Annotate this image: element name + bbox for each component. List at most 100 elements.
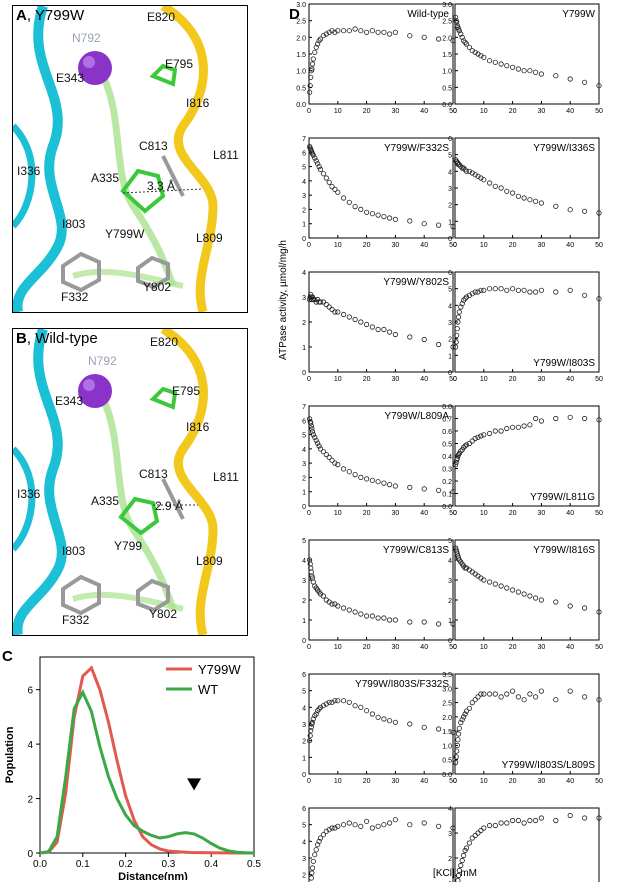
b-label-e820: E820: [150, 335, 179, 349]
d-y-tick-label: 3: [302, 722, 306, 729]
d-y-tick-label: 1.0: [442, 69, 452, 76]
d-data-point: [392, 817, 399, 823]
d-y-tick-label: 2.0: [442, 35, 452, 42]
d-data-point: [596, 417, 602, 423]
d-x-tick-label: 20: [509, 108, 517, 115]
d-x-tick-label: 0: [453, 108, 457, 115]
d-x-tick-label: 40: [420, 644, 428, 651]
d-data-point: [407, 218, 413, 224]
d-data-point: [317, 36, 324, 42]
d-y-tick-label: 1.0: [442, 743, 452, 750]
d-data-point: [504, 585, 510, 591]
d-y-tick-label: 3: [448, 831, 452, 838]
d-data-point: [369, 211, 376, 217]
d-data-point: [313, 158, 319, 164]
d-x-tick-label: 50: [595, 510, 603, 517]
panel-a-structure: [12, 5, 248, 313]
d-data-point: [316, 838, 322, 844]
d-data-point: [475, 173, 481, 179]
d-data-point: [515, 694, 521, 700]
c-x-tick-label: 0.1: [76, 859, 90, 870]
d-plot-frame: [454, 271, 600, 373]
d-x-tick-label: 10: [480, 242, 488, 249]
d-y-tick-label: 0.8: [442, 404, 452, 411]
d-data-point: [498, 820, 504, 826]
b-label-distance: 2.9 Å: [155, 499, 184, 513]
d-data-point: [458, 862, 464, 869]
d-data-point: [527, 68, 533, 74]
d-x-tick-label: 0: [307, 644, 311, 651]
a-label-f332: F332: [61, 290, 89, 304]
d-y-tick-label: 1: [302, 490, 306, 497]
d-data-point: [329, 825, 335, 831]
d-y-tick-label: 2: [302, 873, 306, 880]
d-data-point: [553, 415, 559, 422]
d-data-point: [469, 699, 475, 706]
d-data-point: [553, 203, 559, 209]
d-data-point: [469, 170, 475, 176]
b-label-i803: I803: [62, 544, 86, 558]
d-data-point: [381, 214, 387, 220]
c-series-line: [39, 665, 254, 855]
d-data-point: [581, 79, 588, 85]
d-data-point: [392, 617, 399, 623]
d-data-point: [596, 83, 602, 89]
d-data-point: [313, 437, 319, 443]
d-data-point: [455, 319, 461, 325]
d-data-point: [472, 435, 478, 442]
a-label-n792: N792: [72, 31, 101, 45]
d-data-point: [369, 613, 376, 619]
d-data-point: [456, 867, 462, 874]
d-data-point: [510, 286, 516, 292]
d-data-point: [387, 481, 393, 488]
d-data-point: [308, 875, 314, 881]
d-y-tick-label: 2: [302, 598, 306, 605]
d-subplot-title: Y799W/L809A: [385, 411, 450, 422]
d-data-point: [421, 820, 427, 826]
d-x-tick-label: 50: [595, 376, 603, 383]
d-data-point: [538, 815, 544, 821]
d-data-point: [335, 698, 341, 704]
a-label-y799w: Y799W: [105, 227, 145, 241]
d-x-tick-label: 0: [453, 644, 457, 651]
d-data-point: [407, 334, 413, 340]
d-data-point: [458, 448, 464, 454]
d-data-point: [453, 344, 459, 350]
d-x-tick-label: 0: [453, 510, 457, 517]
d-data-point: [308, 724, 314, 730]
d-data-point: [375, 479, 381, 485]
d-data-point: [329, 457, 335, 463]
d-y-tick-label: 2: [448, 598, 452, 605]
atpase-activity-grid: 0.00.51.01.52.02.53.00 10 20 30 40 50Wild-typ…: [278, 2, 603, 882]
d-data-point: [346, 699, 352, 705]
d-data-point: [320, 593, 327, 599]
d-y-tick-label: 6: [302, 672, 306, 679]
a-label-l811: L811: [213, 148, 239, 162]
d-data-point: [521, 287, 527, 293]
d-data-point: [369, 324, 376, 330]
b-label-i816: I816: [186, 420, 210, 434]
d-data-point: [487, 691, 493, 697]
d-subplot-title: Y799W: [562, 9, 595, 20]
d-y-tick-label: 3: [302, 193, 306, 200]
distance-distribution-chart: 0.0 0.1 0.2 0.3 0.4 0.5 0 2 4 6 Distance(nm) Popula…: [4, 656, 261, 880]
d-data-point: [407, 721, 413, 727]
d-data-point: [475, 289, 481, 295]
a-label-i803: I803: [62, 217, 86, 231]
d-data-point: [358, 319, 364, 325]
d-data-point: [481, 287, 487, 293]
d-data-point: [538, 200, 544, 206]
d-y-tick-label: 4: [448, 303, 452, 310]
d-data-point: [392, 216, 399, 222]
d-data-point: [454, 19, 460, 25]
d-data-point: [346, 820, 352, 826]
d-data-point: [481, 54, 487, 60]
b-label-l811: L811: [213, 470, 239, 484]
d-data-point: [309, 61, 316, 67]
d-y-tick-label: 0.3: [442, 467, 452, 474]
d-data-point: [317, 704, 324, 710]
b-label-a335: A335: [91, 494, 120, 508]
d-data-point: [515, 589, 521, 595]
d-x-tick-label: 40: [420, 376, 428, 383]
d-data-point: [381, 326, 387, 333]
